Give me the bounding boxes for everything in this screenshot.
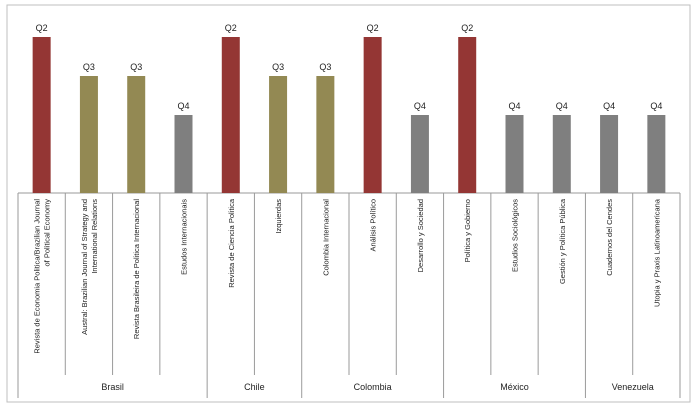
chart-frame xyxy=(6,4,691,403)
bar xyxy=(32,37,51,193)
bar-data-label: Q2 xyxy=(461,23,473,33)
bar-data-label: Q4 xyxy=(414,101,426,111)
bar xyxy=(269,76,288,193)
bar-data-label: Q3 xyxy=(83,62,95,72)
x-tick-label: Análisis Político xyxy=(369,199,378,252)
x-tick-label: Utopia y Praxis Latinoamericana xyxy=(652,198,661,307)
x-tick-label: Política y Gobierno xyxy=(463,199,472,262)
x-tick-label: Colombia Internacional xyxy=(321,199,330,276)
group-label: Venezuela xyxy=(612,382,654,392)
bar xyxy=(363,37,382,193)
bar xyxy=(552,115,571,193)
x-tick-label: Cuadernos del Cendes xyxy=(605,199,614,276)
group-label: Colombia xyxy=(354,382,392,392)
x-tick-label: Izquierdas xyxy=(274,199,283,234)
bar xyxy=(79,76,98,193)
bar-data-label: Q3 xyxy=(319,62,331,72)
bar xyxy=(221,37,240,193)
bar xyxy=(458,37,477,193)
bar-data-label: Q4 xyxy=(177,101,189,111)
x-tick-label: Revista de Economia Politica/Brazilian J… xyxy=(33,199,42,354)
group-label: Brasil xyxy=(101,382,124,392)
bar xyxy=(410,115,429,193)
x-tick-label: of Political Economy xyxy=(43,199,52,267)
bar xyxy=(316,76,335,193)
bar-data-label: Q2 xyxy=(225,23,237,33)
group-label: México xyxy=(500,382,529,392)
bar-data-label: Q3 xyxy=(272,62,284,72)
bar xyxy=(600,115,619,193)
x-tick-label: Estudos Internacionais xyxy=(180,199,189,275)
bar-data-label: Q2 xyxy=(367,23,379,33)
bar-data-label: Q4 xyxy=(603,101,615,111)
x-tick-label: Revista de Ciencia Politica xyxy=(227,198,236,288)
x-tick-label: Gestión y Política Pública xyxy=(558,198,567,284)
x-tick-label: Estudios Sociológicos xyxy=(511,199,520,272)
x-tick-label: International Relations xyxy=(90,199,99,274)
group-label: Chile xyxy=(244,382,265,392)
x-tick-label: Austral: Brazilian Journal of Strategy a… xyxy=(80,199,89,335)
bar-data-label: Q4 xyxy=(556,101,568,111)
bar-data-label: Q4 xyxy=(508,101,520,111)
bar xyxy=(127,76,146,193)
bar-data-label: Q2 xyxy=(36,23,48,33)
bar-data-label: Q3 xyxy=(130,62,142,72)
bar-data-label: Q4 xyxy=(650,101,662,111)
bar xyxy=(505,115,524,193)
x-tick-label: Revista Brasileira de Politica Internaci… xyxy=(132,199,141,339)
x-tick-label: Desarrollo y Sociedad xyxy=(416,199,425,272)
bar xyxy=(647,115,666,193)
bar xyxy=(174,115,193,193)
